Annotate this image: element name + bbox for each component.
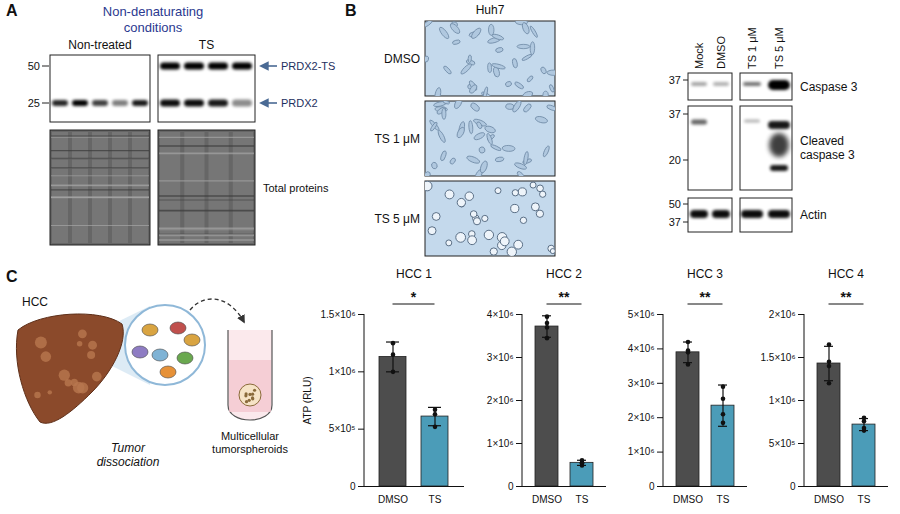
svg-text:50: 50 xyxy=(28,60,40,72)
svg-text:TS: TS xyxy=(199,38,214,52)
svg-text:DMSO: DMSO xyxy=(384,52,420,66)
svg-text:4×10⁶: 4×10⁶ xyxy=(628,343,655,354)
svg-text:TS: TS xyxy=(429,494,442,505)
svg-text:1×10⁶: 1×10⁶ xyxy=(628,446,655,457)
svg-text:C: C xyxy=(6,268,18,285)
svg-text:DMSO: DMSO xyxy=(814,494,844,505)
svg-text:A: A xyxy=(6,2,18,19)
svg-text:1×10⁶: 1×10⁶ xyxy=(487,438,514,449)
svg-text:0: 0 xyxy=(350,481,356,492)
svg-text:2×10⁶: 2×10⁶ xyxy=(628,412,655,423)
svg-text:DMSO: DMSO xyxy=(378,494,408,505)
html-text:HCC 2: HCC 2 xyxy=(546,267,582,281)
svg-text:1×10⁶: 1×10⁶ xyxy=(769,395,796,406)
svg-text:TS: TS xyxy=(717,494,730,505)
svg-text:PRDX2-TS: PRDX2-TS xyxy=(281,60,335,72)
svg-text:37: 37 xyxy=(669,216,681,228)
svg-text:tumorspheroids: tumorspheroids xyxy=(212,443,288,455)
svg-text:20: 20 xyxy=(669,154,681,166)
svg-text:0: 0 xyxy=(790,481,796,492)
svg-text:1.5×10⁶: 1.5×10⁶ xyxy=(321,309,356,320)
svg-text:PRDX2: PRDX2 xyxy=(281,97,318,109)
svg-text:1×10⁶: 1×10⁶ xyxy=(329,366,356,377)
svg-text:ATP (RLU): ATP (RLU) xyxy=(302,377,313,425)
svg-text:TS 5 μM: TS 5 μM xyxy=(773,27,785,69)
html-text:HCC 4: HCC 4 xyxy=(828,267,864,281)
svg-text:Mock: Mock xyxy=(693,42,705,69)
html-text:HCC 3: HCC 3 xyxy=(687,267,723,281)
svg-text:TS: TS xyxy=(576,494,589,505)
svg-text:TS: TS xyxy=(858,494,871,505)
svg-text:4×10⁶: 4×10⁶ xyxy=(487,309,514,320)
svg-text:Cleaved: Cleaved xyxy=(800,134,844,148)
svg-text:**: ** xyxy=(700,289,711,305)
svg-text:conditions: conditions xyxy=(124,20,183,35)
svg-text:TS 1 μM: TS 1 μM xyxy=(746,27,758,69)
svg-text:Total proteins: Total proteins xyxy=(263,182,329,194)
svg-text:Non-treated: Non-treated xyxy=(68,38,131,52)
svg-text:Huh7: Huh7 xyxy=(476,3,505,17)
svg-text:3×10⁶: 3×10⁶ xyxy=(628,378,655,389)
svg-text:*: * xyxy=(411,289,417,305)
svg-text:**: ** xyxy=(559,289,570,305)
svg-text:Non-denaturating: Non-denaturating xyxy=(103,4,203,19)
svg-text:Caspase 3: Caspase 3 xyxy=(800,80,858,94)
svg-text:3×10⁶: 3×10⁶ xyxy=(487,352,514,363)
svg-text:**: ** xyxy=(841,289,852,305)
svg-text:DMSO: DMSO xyxy=(673,494,703,505)
svg-text:caspase 3: caspase 3 xyxy=(800,148,855,162)
svg-text:HCC: HCC xyxy=(22,295,48,309)
html-text:HCC 1: HCC 1 xyxy=(396,267,432,281)
svg-text:Actin: Actin xyxy=(800,208,827,222)
svg-text:0: 0 xyxy=(508,481,514,492)
svg-text:25: 25 xyxy=(28,97,40,109)
svg-text:37: 37 xyxy=(669,74,681,86)
svg-text:5×10⁵: 5×10⁵ xyxy=(769,438,796,449)
svg-text:5×10⁵: 5×10⁵ xyxy=(329,423,356,434)
svg-text:dissociation: dissociation xyxy=(97,455,160,469)
svg-text:37: 37 xyxy=(669,108,681,120)
svg-text:1.5×10⁶: 1.5×10⁶ xyxy=(761,352,796,363)
svg-text:Multicellular: Multicellular xyxy=(221,430,279,442)
svg-text:B: B xyxy=(345,2,357,19)
svg-text:DMSO: DMSO xyxy=(715,36,727,69)
svg-text:2×10⁶: 2×10⁶ xyxy=(487,395,514,406)
svg-text:Tumor: Tumor xyxy=(111,441,146,455)
svg-text:TS 1 μM: TS 1 μM xyxy=(374,132,420,146)
svg-text:50: 50 xyxy=(669,198,681,210)
svg-text:DMSO: DMSO xyxy=(532,494,562,505)
svg-text:5×10⁶: 5×10⁶ xyxy=(628,309,655,320)
svg-text:2×10⁶: 2×10⁶ xyxy=(769,309,796,320)
svg-text:TS 5 μM: TS 5 μM xyxy=(374,212,420,226)
svg-text:0: 0 xyxy=(649,481,655,492)
